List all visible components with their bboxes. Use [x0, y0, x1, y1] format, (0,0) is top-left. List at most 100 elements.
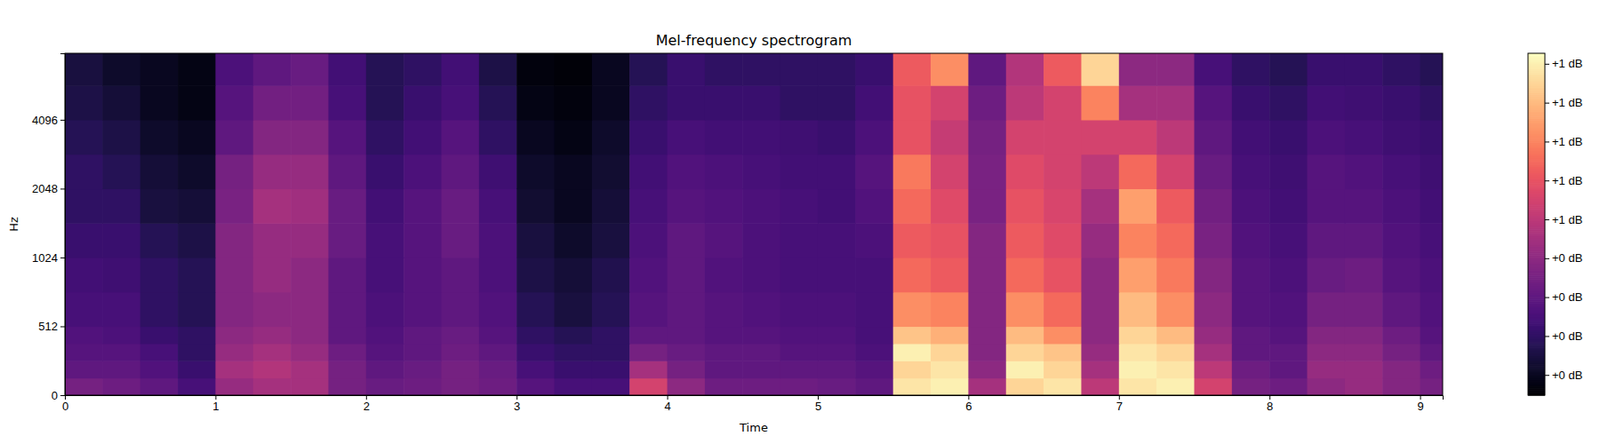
cell	[1006, 188, 1045, 224]
cell	[780, 360, 819, 379]
cell	[366, 154, 405, 190]
cell	[742, 120, 781, 155]
cell	[1382, 257, 1421, 293]
cell	[366, 257, 405, 293]
cell	[1119, 223, 1158, 258]
cell	[253, 378, 292, 396]
cell	[667, 378, 706, 396]
cell	[1193, 154, 1232, 190]
cell	[817, 154, 856, 190]
cell	[1156, 257, 1195, 293]
cell	[140, 85, 179, 120]
cell	[817, 292, 856, 328]
cell	[1269, 257, 1308, 293]
colorbar-tick: +0 dB	[1544, 251, 1583, 265]
cell	[1307, 188, 1346, 224]
x-tick: 5	[815, 395, 822, 414]
cell	[253, 223, 292, 258]
cell	[1232, 53, 1271, 87]
cell	[440, 85, 480, 120]
cell	[177, 85, 216, 120]
cell	[1420, 154, 1443, 190]
cell	[102, 85, 141, 120]
cell	[1119, 344, 1158, 362]
cell	[1382, 53, 1421, 87]
cell	[592, 154, 631, 190]
cell	[1156, 344, 1195, 362]
cell	[1232, 292, 1271, 328]
cell	[930, 292, 969, 328]
cell	[554, 378, 593, 396]
cell	[667, 120, 706, 155]
cell	[1006, 85, 1045, 120]
cell	[554, 154, 593, 190]
cell	[1307, 344, 1346, 362]
cell	[1006, 326, 1045, 344]
y-tick-mark	[60, 120, 65, 121]
cell	[592, 344, 631, 362]
cell	[893, 292, 932, 328]
cell	[215, 223, 254, 258]
y-axis-title: Hz	[7, 216, 21, 232]
cell	[629, 85, 668, 120]
cell	[1193, 53, 1232, 87]
cell	[328, 154, 367, 190]
cell	[215, 378, 254, 396]
cell	[855, 360, 894, 379]
cell	[253, 85, 292, 120]
cell	[855, 85, 894, 120]
cell	[64, 188, 104, 224]
cell	[1080, 326, 1120, 344]
cell	[1382, 223, 1421, 258]
colorbar-tick-mark	[1544, 336, 1550, 337]
cell	[742, 53, 781, 87]
cell	[290, 188, 329, 224]
cell	[629, 257, 668, 293]
cell	[215, 85, 254, 120]
cell	[1232, 154, 1271, 190]
x-tick-label: 9	[1416, 400, 1424, 414]
cell	[554, 188, 593, 224]
cell	[1232, 344, 1271, 362]
colorbar-tick: +1 dB	[1544, 96, 1583, 110]
cell	[855, 120, 894, 155]
cell	[1307, 53, 1346, 87]
cell	[629, 188, 668, 224]
cell	[1119, 53, 1158, 87]
cell	[1269, 120, 1308, 155]
plot-frame	[64, 53, 1443, 396]
cell	[290, 292, 329, 328]
x-tick: 1	[212, 395, 219, 414]
cell	[1382, 378, 1421, 396]
cell	[440, 344, 480, 362]
cell	[1080, 292, 1120, 328]
cell	[1232, 120, 1271, 155]
cell	[1156, 188, 1195, 224]
cell	[1420, 326, 1443, 344]
cell	[366, 360, 405, 379]
cell	[893, 223, 932, 258]
cell	[1269, 344, 1308, 362]
cell	[1080, 120, 1120, 155]
cell	[1307, 292, 1346, 328]
cell	[1080, 344, 1120, 362]
cell	[366, 53, 405, 87]
cell	[592, 360, 631, 379]
cell	[1307, 378, 1346, 396]
colorbar-tick-label: +0 dB	[1552, 290, 1583, 304]
cell	[704, 292, 744, 328]
x-axis-line	[65, 396, 1444, 401]
cell	[629, 378, 668, 396]
cell	[1043, 53, 1082, 87]
cell	[780, 188, 819, 224]
cell	[1382, 85, 1421, 120]
cell	[1043, 344, 1082, 362]
x-tick-label: 2	[363, 400, 370, 414]
cell	[328, 257, 367, 293]
cell	[479, 257, 518, 293]
cell	[893, 85, 932, 120]
cell	[253, 188, 292, 224]
cell	[1193, 344, 1232, 362]
cell	[253, 292, 292, 328]
cell	[855, 223, 894, 258]
